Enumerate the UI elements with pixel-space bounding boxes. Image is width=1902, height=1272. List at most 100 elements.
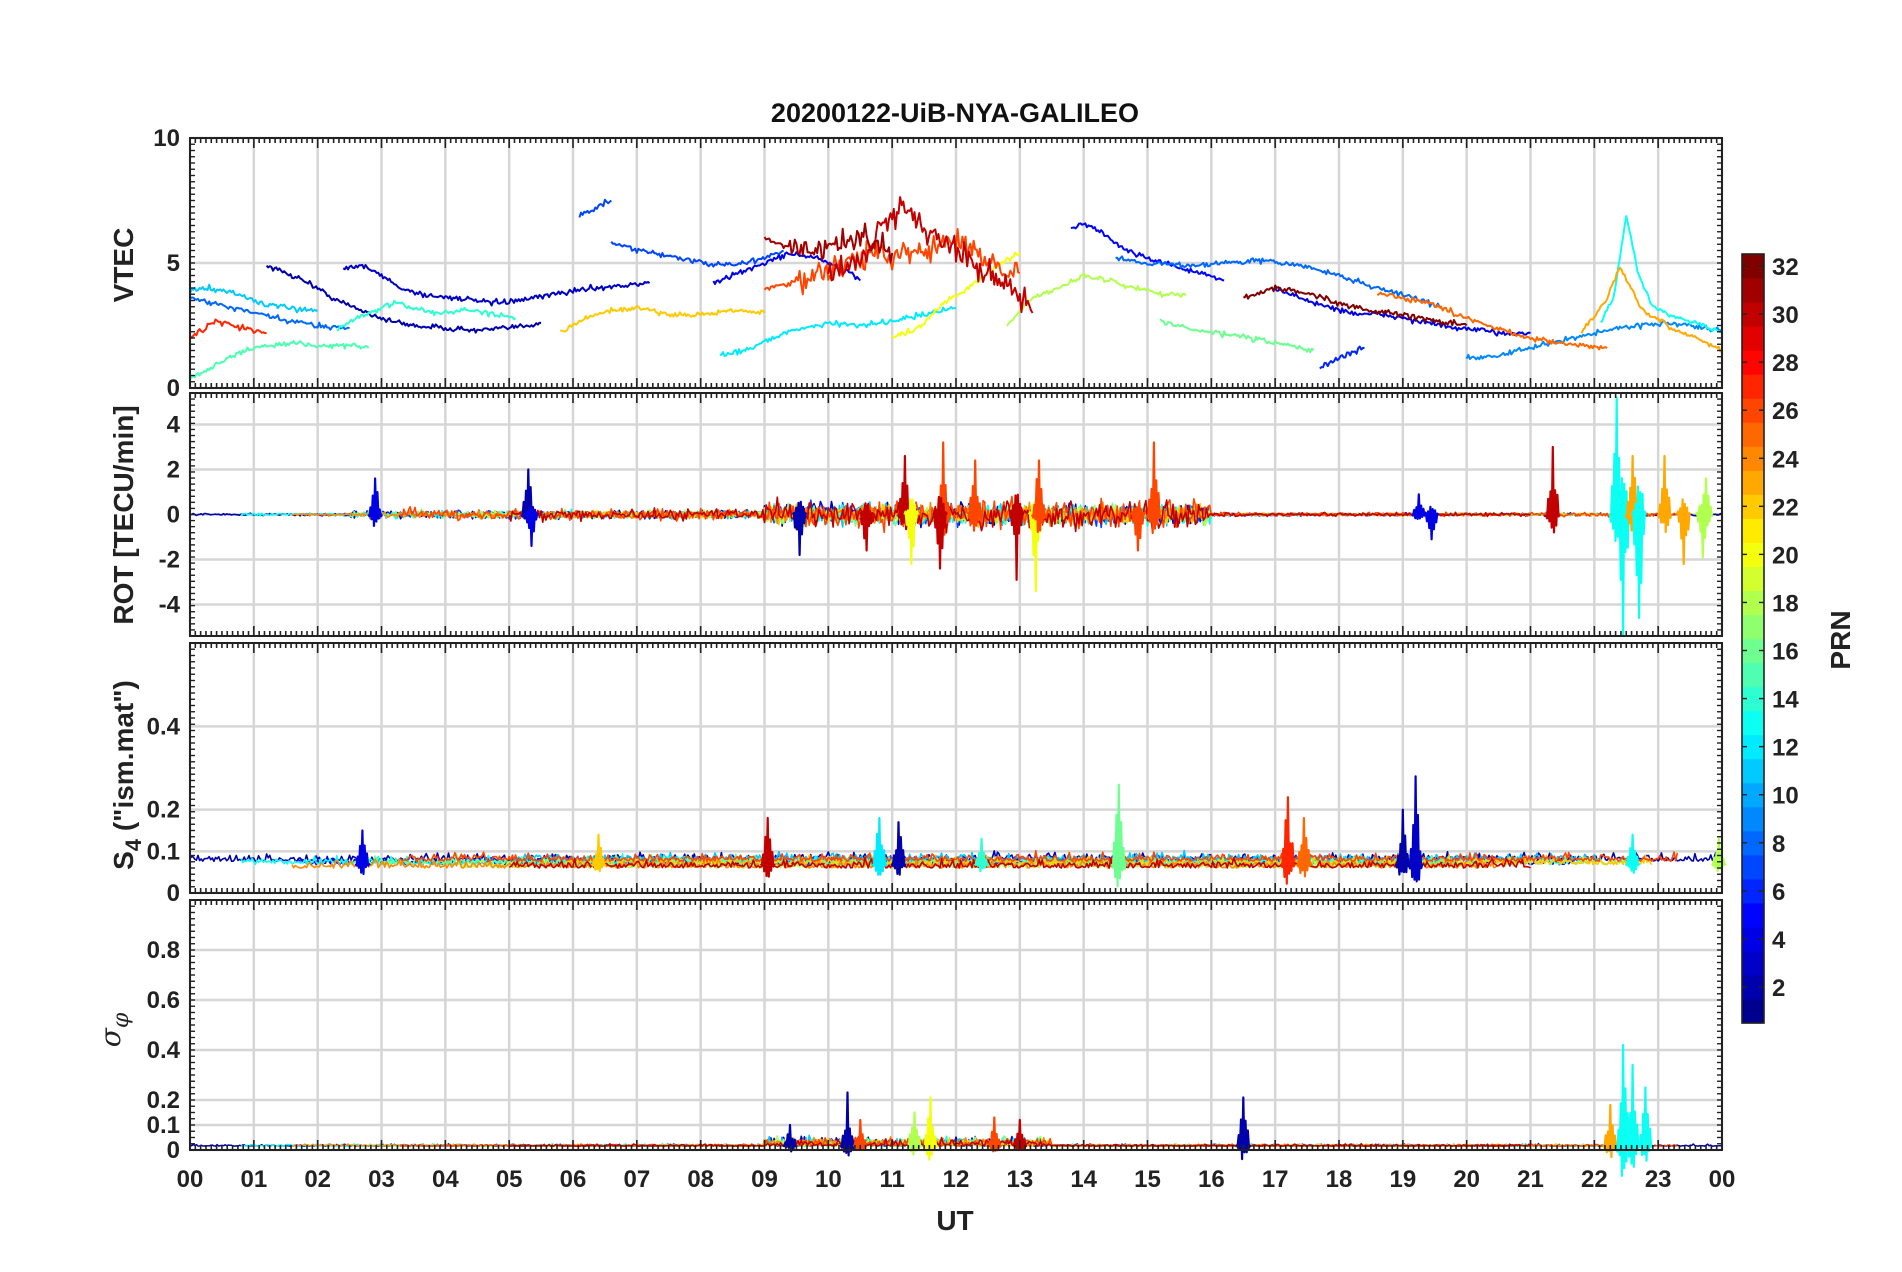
x-tick-label: 07 bbox=[623, 1166, 650, 1193]
colorbar-segment bbox=[1742, 734, 1764, 760]
axes-frame bbox=[189, 899, 1723, 1151]
y-tick-label: 0 bbox=[167, 880, 180, 907]
y-tick-label: 0 bbox=[167, 502, 180, 529]
colorbar-tick-label: 4 bbox=[1772, 927, 1786, 954]
spike-mark bbox=[1411, 493, 1427, 521]
y-tick-label: -2 bbox=[159, 547, 180, 574]
colorbar-tick-label: 30 bbox=[1772, 302, 1799, 329]
colorbar-segment bbox=[1742, 422, 1764, 447]
y-tick-label: -4 bbox=[159, 592, 181, 619]
spike-mark bbox=[1394, 808, 1411, 876]
colorbar-tick-label: 8 bbox=[1772, 831, 1785, 858]
x-tick-label: 20 bbox=[1453, 1166, 1480, 1193]
spike-mark bbox=[782, 1123, 798, 1153]
colorbar-segment bbox=[1742, 710, 1764, 736]
sigma-phi-panel: 00.10.2 0.4 0.6 0.8 bbox=[147, 899, 1724, 1178]
spike-mark bbox=[1544, 445, 1561, 534]
colorbar-segment bbox=[1742, 590, 1764, 616]
spike-mark bbox=[1656, 454, 1673, 534]
vtec-series-line bbox=[1115, 255, 1442, 309]
y-tick-label: 4 bbox=[167, 412, 181, 439]
colorbar-segment bbox=[1742, 638, 1764, 664]
x-tick-labels: 00 01 02 03 04 05 06 07 08 09 10 11 12 13 14 15 16 17 18 19… bbox=[177, 1166, 1736, 1193]
spike-mark bbox=[967, 459, 983, 532]
y-tick-label: 2 bbox=[167, 457, 180, 484]
vtec-series-line bbox=[265, 265, 542, 334]
y-tick-label: 5 bbox=[167, 250, 180, 277]
spike-mark bbox=[1711, 837, 1727, 873]
colorbar-tick-label: 22 bbox=[1772, 494, 1799, 521]
axes-frame bbox=[189, 137, 1723, 389]
spike-mark bbox=[1624, 833, 1641, 874]
spike-mark bbox=[1145, 441, 1162, 535]
colorbar-segment bbox=[1742, 614, 1764, 640]
colorbar-segment bbox=[1742, 998, 1764, 1024]
x-tick-label: 04 bbox=[432, 1166, 459, 1193]
vtec-series-line bbox=[1070, 222, 1225, 282]
spike-mark bbox=[1031, 459, 1047, 534]
x-tick-label: 10 bbox=[815, 1166, 842, 1193]
colorbar-tick-label: 32 bbox=[1772, 254, 1799, 281]
colorbar-segment bbox=[1742, 518, 1764, 543]
spike-mark bbox=[367, 477, 383, 528]
spike-mark bbox=[520, 468, 537, 528]
spike-mark bbox=[1695, 503, 1711, 559]
sigma-ylabel-sub: φ bbox=[109, 1012, 134, 1028]
x-tick-label: 01 bbox=[240, 1166, 267, 1193]
x-tick-label: 08 bbox=[687, 1166, 714, 1193]
spike-mark bbox=[903, 498, 920, 566]
s4-ylabel-sub: 4 bbox=[121, 838, 146, 851]
colorbar-tick-label: 20 bbox=[1772, 542, 1799, 569]
spike-mark bbox=[1675, 498, 1692, 566]
x-axis-label: UT bbox=[936, 1205, 973, 1236]
y-tick-label: 0.4 bbox=[147, 1037, 181, 1064]
colorbar-label: PRN bbox=[1825, 610, 1856, 669]
vtec-series-line bbox=[578, 198, 612, 218]
x-tick-label: 12 bbox=[943, 1166, 970, 1193]
colorbar-tick-label: 26 bbox=[1772, 398, 1799, 425]
vtec-series-line bbox=[189, 296, 350, 331]
x-tick-label: 17 bbox=[1262, 1166, 1289, 1193]
spike-mark bbox=[890, 821, 907, 876]
colorbar-segment bbox=[1742, 974, 1764, 1000]
sigma-ylabel-main: σ bbox=[94, 1027, 127, 1047]
spike-mark bbox=[1637, 1086, 1654, 1162]
x-tick-label: 05 bbox=[496, 1166, 523, 1193]
spike-mark bbox=[839, 1091, 856, 1157]
spike-mark bbox=[1235, 1096, 1252, 1161]
y-tick-label: 0.8 bbox=[147, 937, 180, 964]
x-tick-label: 18 bbox=[1326, 1166, 1353, 1193]
colorbar-segment bbox=[1742, 494, 1764, 519]
rot-panel: -4 -2 0 2 4 bbox=[159, 392, 1724, 638]
spike-mark bbox=[858, 502, 875, 552]
colorbar-segment bbox=[1742, 686, 1764, 712]
colorbar-segment bbox=[1742, 470, 1764, 495]
spike-mark bbox=[791, 500, 808, 557]
vtec-series-line bbox=[189, 283, 318, 314]
colorbar-segment bbox=[1742, 902, 1764, 928]
chart-title: 20200122-UiB-NYA-GALILEO bbox=[771, 98, 1139, 128]
x-tick-label: 21 bbox=[1517, 1166, 1544, 1193]
vtec-series-line bbox=[1006, 272, 1187, 327]
colorbar-tick-label: 6 bbox=[1772, 879, 1785, 906]
x-tick-label: 13 bbox=[1006, 1166, 1033, 1193]
colorbar-segment bbox=[1742, 302, 1764, 327]
colorbar-segment bbox=[1742, 926, 1764, 952]
colorbar-tick-label: 2 bbox=[1772, 975, 1785, 1002]
colorbar-tick-label: 18 bbox=[1772, 590, 1799, 617]
colorbar-tick-label: 12 bbox=[1772, 735, 1799, 762]
vtec-series-line bbox=[1465, 320, 1723, 361]
colorbar-segment bbox=[1742, 350, 1764, 375]
spike-mark bbox=[1130, 502, 1146, 552]
spike-mark bbox=[871, 816, 888, 876]
colorbar-segment bbox=[1742, 878, 1764, 904]
colorbar-segment bbox=[1742, 950, 1764, 976]
y-tick-label: 0.1 bbox=[147, 838, 180, 865]
spike-mark bbox=[973, 837, 990, 873]
colorbar-segment bbox=[1742, 542, 1764, 568]
spike-mark bbox=[590, 833, 607, 873]
vtec-series-line bbox=[1274, 286, 1531, 337]
spike-mark bbox=[1423, 505, 1440, 541]
